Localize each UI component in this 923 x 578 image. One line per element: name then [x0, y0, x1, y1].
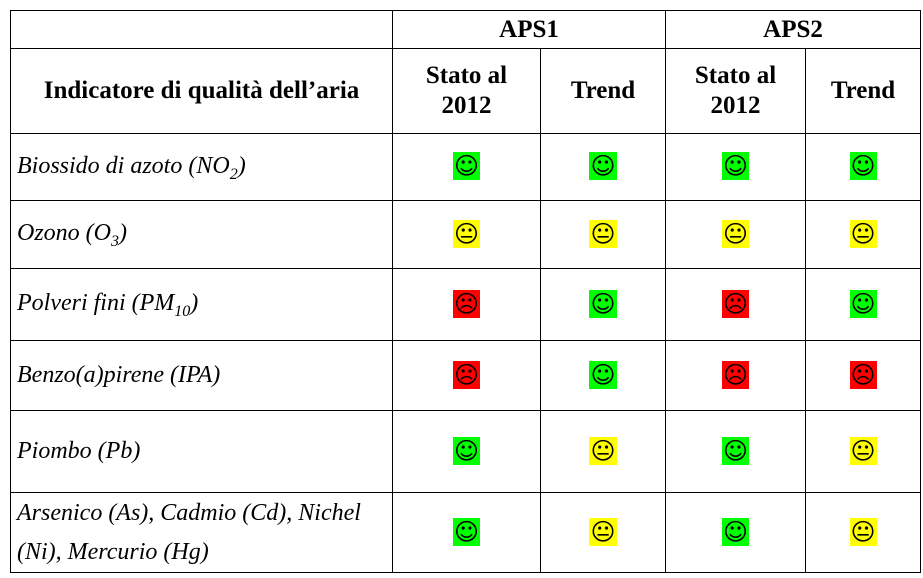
status-cell: 😐 [539, 200, 667, 269]
indicator-label: Benzo(a)pirene (IPA) [17, 362, 221, 389]
status-symbol: ☺ [452, 436, 481, 465]
status-cell: ☹ [665, 340, 807, 411]
header-cell: Stato al 2012 [392, 48, 541, 134]
status-symbol: ☺ [452, 152, 481, 181]
status-symbol: 😐 [589, 436, 617, 465]
group-header: APS1 [391, 10, 667, 49]
indicator-cell: Arsenico (As), Cadmio (Cd), Nichel (Ni),… [10, 492, 393, 573]
status-cell: ☹ [805, 340, 922, 411]
status-cell: 😐 [539, 492, 667, 573]
status-cell: ☺ [392, 133, 541, 201]
status-symbol: ☺ [589, 152, 617, 181]
status-cell: 😐 [665, 200, 807, 269]
header-row: Indicatore di qualità dell’aria Stato al… [10, 48, 922, 134]
status-symbol: ☹ [452, 289, 481, 318]
header-cell: Stato al 2012 [665, 48, 807, 134]
status-cell: ☺ [539, 268, 667, 341]
status-cell: ☺ [805, 268, 922, 341]
status-cell: 😐 [805, 410, 922, 493]
status-symbol: 😐 [452, 219, 481, 248]
status-symbol: ☺ [589, 360, 617, 389]
indicator-subscript: 3 [111, 233, 119, 251]
status-cell: 😐 [805, 492, 922, 573]
status-symbol: ☺ [849, 152, 877, 181]
status-cell: ☺ [392, 410, 541, 493]
status-symbol: ☹ [452, 360, 481, 389]
status-symbol: 😐 [849, 436, 877, 465]
group-row: APS1 APS2 [10, 10, 922, 49]
status-symbol: ☺ [722, 152, 750, 181]
indicator-label-end: ) [237, 152, 246, 179]
status-symbol: 😐 [589, 219, 617, 248]
indicator-subscript: 10 [174, 303, 191, 321]
data-row: Ozono (O3) 😐 😐 😐 😐 [10, 200, 922, 269]
indicator-label: Polveri fini (PM [17, 290, 175, 317]
indicator-subscript: 2 [229, 165, 238, 183]
status-cell: ☹ [665, 268, 807, 341]
indicator-label-end: ) [119, 220, 127, 247]
status-cell: ☺ [665, 133, 807, 201]
status-cell: ☹ [392, 268, 541, 341]
status-cell: 😐 [539, 410, 667, 493]
status-cell: ☺ [392, 492, 541, 573]
indicator-cell: Piombo (Pb) [10, 410, 393, 493]
empty-cell [10, 10, 393, 49]
status-symbol: ☹ [722, 289, 750, 318]
indicator-cell: Ozono (O3) [10, 200, 393, 269]
status-cell: ☺ [665, 492, 807, 573]
header-cell: Indicatore di qualità dell’aria [10, 48, 393, 134]
status-cell: 😐 [392, 200, 541, 269]
status-symbol: ☹ [849, 360, 877, 389]
header-cell: Trend [539, 48, 667, 134]
status-cell: ☹ [392, 340, 541, 411]
status-cell: ☺ [539, 340, 667, 411]
status-cell: ☺ [665, 410, 807, 493]
data-row: Benzo(a)pirene (IPA) ☹ ☺ ☹ ☹ [10, 340, 922, 411]
indicator-label: Ozono (O [17, 220, 111, 247]
status-symbol: 😐 [589, 517, 617, 546]
air-quality-table: APS1 APS2 Indicatore di qualità dell’ari… [10, 10, 922, 573]
status-symbol: ☺ [849, 289, 877, 318]
indicator-label-end: ) [190, 290, 199, 317]
status-symbol: 😐 [849, 517, 877, 546]
data-row: Polveri fini (PM10) ☹ ☺ ☹ ☺ [10, 268, 922, 341]
status-symbol: 😐 [849, 219, 877, 248]
status-symbol: ☺ [589, 289, 617, 318]
header-cell: Trend [805, 48, 922, 134]
table-body: APS1 APS2 Indicatore di qualità dell’ari… [10, 10, 922, 573]
status-cell: ☺ [539, 133, 667, 201]
indicator-label: Biossido di azoto (NO [17, 152, 230, 179]
status-cell: ☺ [805, 133, 922, 201]
indicator-cell: Biossido di azoto (NO2) [10, 133, 393, 201]
status-symbol: ☺ [722, 436, 750, 465]
data-row: Piombo (Pb) ☺ 😐 ☺ 😐 [10, 410, 922, 493]
indicator-cell: Polveri fini (PM10) [10, 268, 393, 341]
status-symbol: 😐 [722, 219, 750, 248]
data-row: Biossido di azoto (NO2) ☺ ☺ ☺ ☺ [10, 133, 922, 201]
status-symbol: ☹ [722, 360, 750, 389]
indicator-label: Arsenico (As), Cadmio (Cd), Nichel (Ni),… [17, 500, 361, 565]
group-header: APS2 [665, 10, 922, 49]
indicator-cell: Benzo(a)pirene (IPA) [10, 340, 393, 411]
data-row: Arsenico (As), Cadmio (Cd), Nichel (Ni),… [10, 492, 922, 573]
status-symbol: ☺ [452, 517, 481, 546]
status-symbol: ☺ [722, 517, 750, 546]
status-cell: 😐 [805, 200, 922, 269]
indicator-label: Piombo (Pb) [17, 438, 141, 465]
